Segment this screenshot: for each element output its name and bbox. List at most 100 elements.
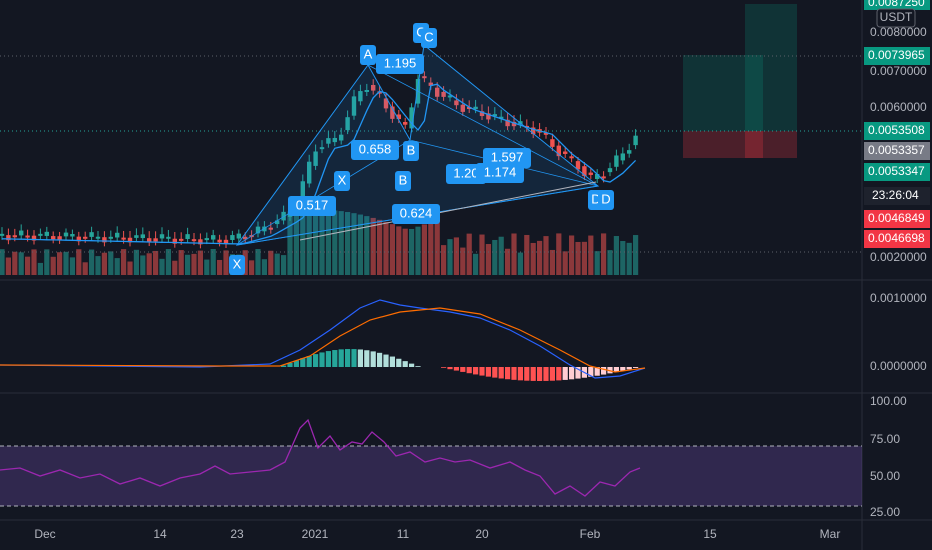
candle (121, 237, 126, 240)
macd-hist (588, 367, 594, 377)
volume-bar (396, 226, 402, 275)
candle (108, 236, 113, 239)
macd-hist (287, 362, 293, 367)
volume-bar (498, 236, 504, 275)
candle (217, 239, 222, 243)
volume-bar (114, 258, 120, 275)
macd-hist (396, 358, 402, 367)
candle (211, 235, 216, 240)
candle (6, 235, 11, 241)
volume-bar (338, 211, 344, 275)
volume-bar (63, 251, 69, 275)
candle (153, 238, 158, 242)
candle (236, 233, 241, 239)
signal-line (0, 307, 646, 373)
macd-hist (543, 367, 549, 381)
volume-bar (210, 249, 216, 275)
volume-bar (287, 213, 293, 275)
currency-label[interactable]: USDT (880, 10, 913, 24)
candle (307, 161, 312, 184)
macd-hist (319, 352, 325, 367)
volume-bar (101, 252, 107, 275)
volume-bar (620, 241, 626, 275)
pattern-label: 0.658 (359, 141, 392, 156)
countdown-badge (864, 187, 930, 205)
candle (556, 145, 561, 157)
currency-button[interactable] (876, 8, 916, 28)
pattern-label-box (598, 190, 614, 210)
macd-hist (473, 367, 479, 375)
pattern-label-box (229, 255, 245, 275)
volume-bar (204, 259, 210, 275)
macd-label: 0.0000000 (870, 359, 927, 373)
rsi-label: 25.00 (870, 505, 900, 519)
candle (409, 107, 414, 129)
candle (25, 235, 30, 238)
volume-bar (492, 239, 498, 275)
pattern-label: 1.174 (484, 164, 517, 179)
pattern-label: X (338, 172, 347, 187)
macd-hist (300, 358, 306, 367)
time-label: Feb (580, 527, 601, 541)
volume-bar (357, 214, 363, 275)
volume-bar (25, 256, 31, 275)
candle (147, 238, 152, 242)
price-label: 0.0020000 (870, 250, 927, 264)
candle (230, 235, 235, 240)
volume-bar (140, 255, 146, 275)
pattern-label: X (233, 256, 242, 271)
volume-bar (421, 224, 427, 275)
volume-bar (313, 210, 319, 275)
volume-bar (178, 250, 184, 275)
macd-hist (620, 367, 626, 371)
macd-hist (569, 367, 575, 380)
volume-bar (524, 234, 530, 275)
volume-bar (31, 249, 37, 275)
volume-bar (460, 247, 466, 275)
macd-hist (357, 349, 363, 367)
candle (473, 106, 478, 110)
volume-bar (108, 251, 114, 275)
rsi-label: 100.00 (870, 394, 907, 408)
candle (601, 176, 606, 179)
macd-hist (633, 367, 639, 368)
pattern-label: A (364, 46, 373, 61)
pattern-label-box (395, 171, 411, 191)
volume-bar (517, 252, 523, 275)
macd-hist (613, 367, 619, 373)
volume-bar (261, 259, 267, 275)
pattern-label: C (424, 29, 433, 44)
volume-bar (325, 210, 331, 275)
candle (351, 96, 357, 116)
macd-hist (549, 367, 555, 381)
pattern-label: B (399, 172, 408, 187)
volume-bar (447, 239, 453, 275)
volume-bar (428, 222, 434, 275)
candle (44, 231, 49, 236)
candle (313, 151, 318, 166)
candle (31, 235, 37, 241)
candle (0, 233, 5, 236)
volume-bar (588, 235, 594, 275)
candle (243, 236, 248, 240)
candle (115, 232, 120, 238)
price-label: 0.0080000 (870, 25, 927, 39)
macd-hist (364, 350, 370, 367)
volume-bar (133, 249, 139, 275)
candle (223, 239, 229, 244)
volume-bar (293, 212, 299, 275)
macd-hist (453, 367, 459, 371)
candle (134, 235, 139, 238)
macd-hist (415, 366, 421, 367)
volume-bar (44, 249, 50, 275)
volume-bar (76, 249, 82, 275)
candle (428, 82, 433, 86)
macd-hist (492, 367, 498, 378)
candle (377, 91, 382, 94)
candle (396, 114, 401, 120)
time-label: 15 (703, 527, 717, 541)
candle (364, 89, 369, 92)
macd-hist (466, 367, 472, 374)
pattern-label: 1.195 (384, 55, 417, 70)
price-label: 0.0046849 (868, 211, 925, 225)
